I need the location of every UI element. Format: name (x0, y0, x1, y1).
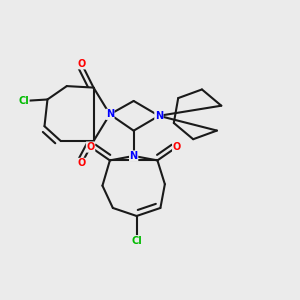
Text: O: O (172, 142, 181, 152)
Text: N: N (130, 151, 138, 161)
Text: O: O (77, 59, 86, 69)
Text: N: N (155, 111, 163, 121)
Text: O: O (77, 158, 86, 168)
Text: O: O (86, 142, 95, 152)
Text: Cl: Cl (131, 236, 142, 246)
Text: N: N (106, 109, 114, 119)
Text: Cl: Cl (18, 96, 29, 106)
